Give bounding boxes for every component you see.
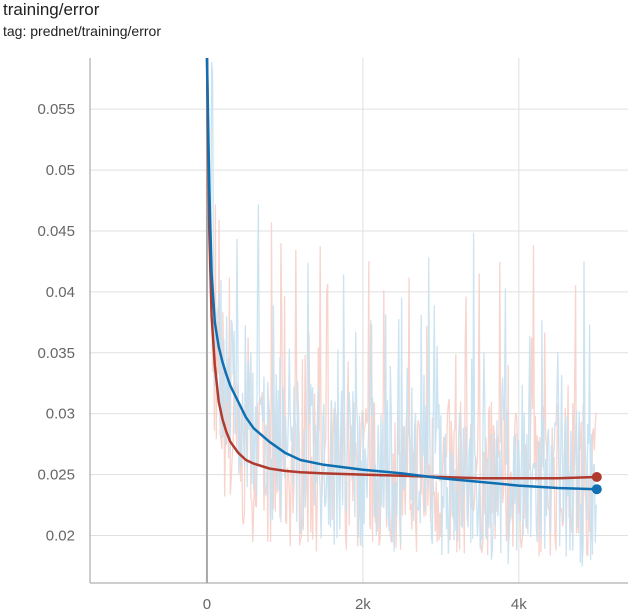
y-tick-label: 0.02 <box>46 527 75 544</box>
y-tick-label: 0.03 <box>46 406 75 423</box>
raw-series-layer <box>206 57 597 567</box>
series-line <box>205 57 597 491</box>
y-tick-label: 0.05 <box>46 162 75 179</box>
chart-tag: tag: prednet/training/error <box>3 23 161 39</box>
series-end-point <box>591 484 602 495</box>
x-tick-label: 4k <box>511 596 527 613</box>
y-tick-label: 0.035 <box>37 345 75 362</box>
y-tick-label: 0.045 <box>37 223 75 240</box>
series-line <box>205 57 597 480</box>
x-tick-label: 2k <box>355 596 371 613</box>
y-tick-label: 0.025 <box>37 467 75 484</box>
raw-series-line <box>206 62 597 567</box>
x-tick-label: 0 <box>203 596 211 613</box>
tick-labels: 0.02 0.025 0.03 0.035 0.04 0.045 0.05 0.055 0 2k 4… <box>37 101 527 613</box>
y-tick-label: 0.055 <box>37 101 75 118</box>
chart-title: training/error <box>3 0 100 19</box>
series-end-point <box>591 472 602 483</box>
y-tick-label: 0.04 <box>46 284 75 301</box>
smoothed-series-layer <box>205 57 602 495</box>
